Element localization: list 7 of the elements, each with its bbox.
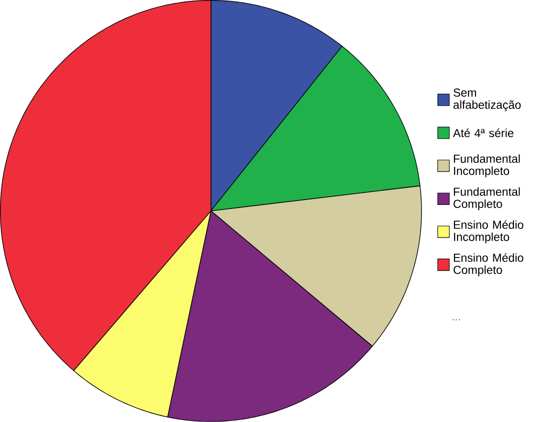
legend-label: Fundamental Completo xyxy=(454,187,520,210)
legend-label: Até 4ª série xyxy=(453,128,514,138)
legend-label: Ensino Médio Incompleto xyxy=(454,220,524,244)
legend-label: Fundamental Incompleto xyxy=(454,154,520,178)
legend-label: Sem alfabetização xyxy=(453,88,521,112)
legend-label: Ensino Médio Completo xyxy=(454,253,524,276)
text: ... xyxy=(452,319,460,320)
